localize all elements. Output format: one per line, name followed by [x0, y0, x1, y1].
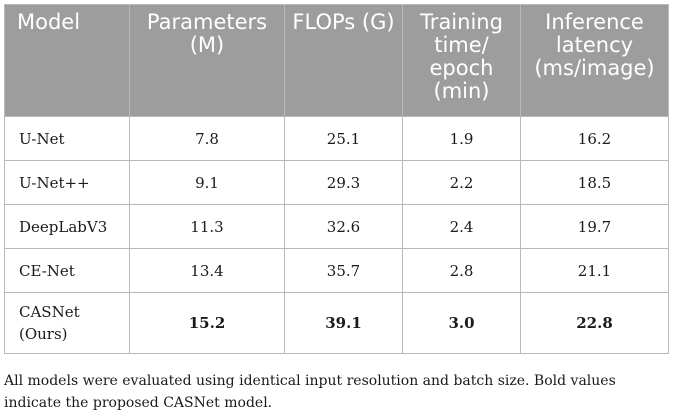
parameters-value: 15.2	[129, 292, 285, 354]
training-time-value: 3.0	[402, 292, 521, 354]
table-row: U-Net++ 9.1 29.3 2.2 18.5	[4, 160, 669, 205]
latency-value: 16.2	[520, 116, 669, 161]
comparison-table: Model Parameters (M) FLOPs (G) Training …	[4, 4, 669, 354]
parameters-value: 9.1	[129, 160, 285, 205]
latency-value: 18.5	[520, 160, 669, 205]
latency-value: 22.8	[520, 292, 669, 354]
flops-value: 32.6	[284, 204, 403, 249]
model-name: CASNet (Ours)	[4, 292, 130, 354]
flops-value: 39.1	[284, 292, 403, 354]
model-name: DeepLabV3	[4, 204, 130, 249]
header-inference-latency: Inference latency (ms/image)	[520, 4, 669, 117]
table-row: U-Net 7.8 25.1 1.9 16.2	[4, 116, 669, 161]
header-flops: FLOPs (G)	[284, 4, 403, 117]
flops-value: 29.3	[284, 160, 403, 205]
training-time-value: 2.8	[402, 248, 521, 293]
table-header-row: Model Parameters (M) FLOPs (G) Training …	[4, 4, 669, 117]
flops-value: 35.7	[284, 248, 403, 293]
header-training-time: Training time/ epoch (min)	[402, 4, 521, 117]
model-name: CE-Net	[4, 248, 130, 293]
table-footnote: All models were evaluated using identica…	[4, 373, 616, 411]
header-model: Model	[4, 4, 130, 117]
table-row-proposed: CASNet (Ours) 15.2 39.1 3.0 22.8	[4, 292, 669, 354]
table-row: DeepLabV3 11.3 32.6 2.4 19.7	[4, 204, 669, 249]
training-time-value: 2.2	[402, 160, 521, 205]
flops-value: 25.1	[284, 116, 403, 161]
training-time-value: 1.9	[402, 116, 521, 161]
latency-value: 19.7	[520, 204, 669, 249]
table-row: CE-Net 13.4 35.7 2.8 21.1	[4, 248, 669, 293]
model-name: U-Net	[4, 116, 130, 161]
training-time-value: 2.4	[402, 204, 521, 249]
latency-value: 21.1	[520, 248, 669, 293]
parameters-value: 13.4	[129, 248, 285, 293]
parameters-value: 11.3	[129, 204, 285, 249]
parameters-value: 7.8	[129, 116, 285, 161]
header-parameters: Parameters (M)	[129, 4, 285, 117]
model-name: U-Net++	[4, 160, 130, 205]
